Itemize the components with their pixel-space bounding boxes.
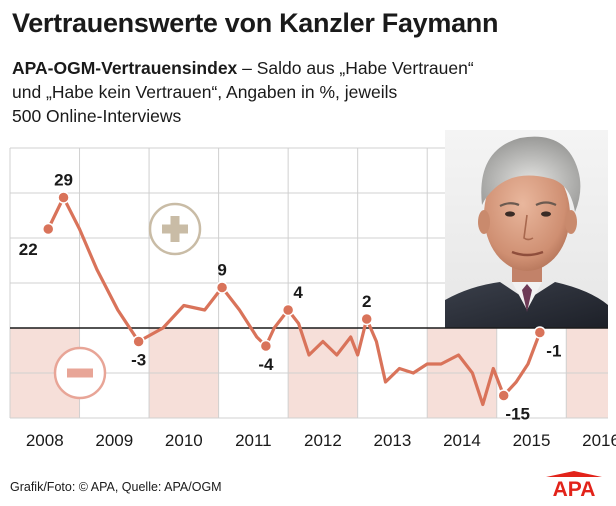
data-point	[533, 326, 547, 339]
x-tick-label: 2014	[443, 431, 481, 450]
x-tick-label: 2012	[304, 431, 342, 450]
apa-logo-text: APA	[553, 478, 596, 497]
series-line	[46, 195, 542, 407]
data-label: -4	[258, 355, 274, 374]
data-label: -3	[131, 351, 146, 370]
data-label: 22	[19, 240, 38, 259]
x-tick-label: 2016	[582, 431, 616, 450]
minus-bar	[67, 368, 93, 378]
data-markers	[41, 191, 547, 402]
x-tick-label: 2008	[26, 431, 64, 450]
data-label: 9	[217, 261, 226, 280]
chart-subtitle: APA-OGM-Vertrauensindex – Saldo aus „Hab…	[12, 56, 602, 128]
data-point	[215, 281, 229, 294]
portrait-photo	[445, 130, 608, 328]
data-point	[360, 312, 373, 326]
source-credit: Grafik/Foto: © APA, Quelle: APA/OGM	[10, 480, 222, 494]
x-tick-label: 2009	[95, 431, 133, 450]
x-tick-label: 2015	[513, 431, 551, 450]
data-label: -1	[546, 342, 561, 361]
x-tick-label: 2011	[235, 431, 272, 450]
data-point	[41, 222, 55, 236]
plus-minus-symbols	[53, 202, 202, 400]
subtitle-bold: APA-OGM-Vertrauensindex	[12, 58, 238, 78]
data-point	[57, 191, 70, 204]
x-axis-ticks: 2008 2009 2010 2011 2012 2013 2014 2015 2016	[26, 431, 616, 450]
x-tick-label: 2010	[165, 431, 203, 450]
data-label: 2	[362, 292, 371, 311]
data-label: -15	[505, 405, 530, 424]
series-vertrauensindex	[46, 195, 542, 407]
apa-logo-roof	[546, 471, 602, 477]
data-point	[132, 335, 145, 348]
subtitle-line1: – Saldo aus „Habe Vertrauen“	[237, 58, 474, 78]
subtitle-line3: 500 Online-Interviews	[12, 106, 182, 126]
data-point	[281, 303, 295, 317]
chart-title: Vertrauenswerte von Kanzler Faymann	[12, 8, 499, 38]
data-point	[259, 339, 273, 353]
subtitle-line2: und „Habe kein Vertrauen“, Angaben in %,…	[12, 82, 398, 102]
data-point	[497, 389, 510, 402]
apa-logo: APA	[546, 471, 602, 497]
data-label: 29	[54, 171, 73, 190]
data-labels: 22 29 -3 9 -4 4 2 -15 -1	[19, 171, 562, 424]
data-label: 4	[293, 283, 303, 302]
plus-vertical-bar	[170, 216, 180, 242]
x-tick-label: 2013	[374, 431, 412, 450]
